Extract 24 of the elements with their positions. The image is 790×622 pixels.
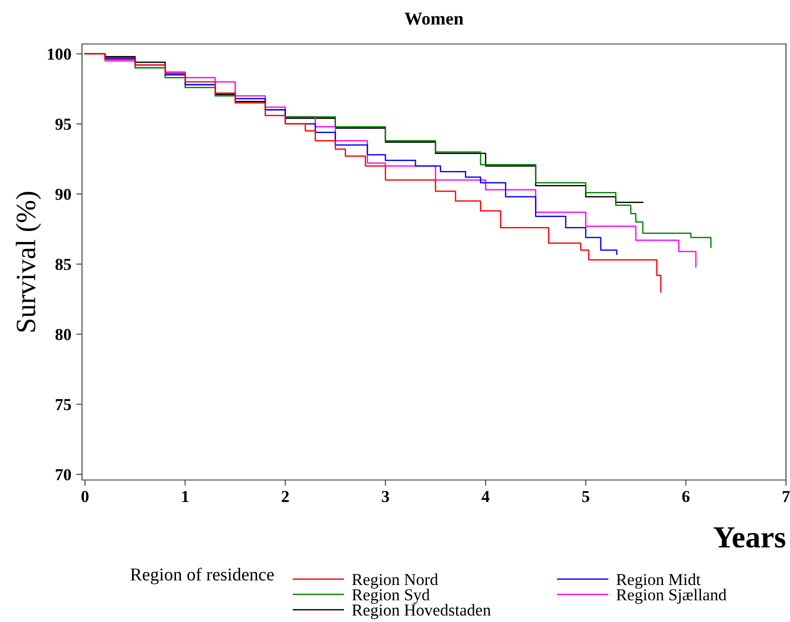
y-tick-label: 90 [55, 188, 71, 200]
legend-label: Region Syd [352, 588, 430, 604]
x-tick-label: 7 [782, 491, 790, 502]
legend-label: Region Sjælland [616, 588, 726, 604]
x-tick-label: 2 [282, 490, 289, 502]
legend-label: Region Midt [616, 573, 701, 589]
x-tick-label: 4 [482, 491, 490, 502]
y-tick-label: 70 [56, 469, 71, 480]
y-tick-label: 95 [55, 118, 71, 130]
legend-label: Region Hovedstaden [352, 604, 491, 620]
y-tick-label: 75 [56, 399, 71, 410]
y-axis-title: Survival (%) [16, 192, 42, 332]
legend-label: Region Nord [352, 573, 438, 589]
y-tick-label: 85 [55, 258, 71, 270]
chart-title: Women [404, 12, 464, 25]
y-tick-label: 80 [55, 328, 71, 340]
x-tick-label: 3 [382, 490, 390, 502]
x-tick-label: 1 [182, 490, 188, 502]
x-tick-label: 6 [682, 490, 690, 502]
legend-title: Region of residence [130, 568, 274, 584]
x-tick-label: 0 [81, 490, 89, 502]
y-tick-label: 100 [48, 48, 71, 60]
x-tick-label: 5 [582, 491, 590, 502]
x-axis-title: Years [714, 527, 786, 548]
